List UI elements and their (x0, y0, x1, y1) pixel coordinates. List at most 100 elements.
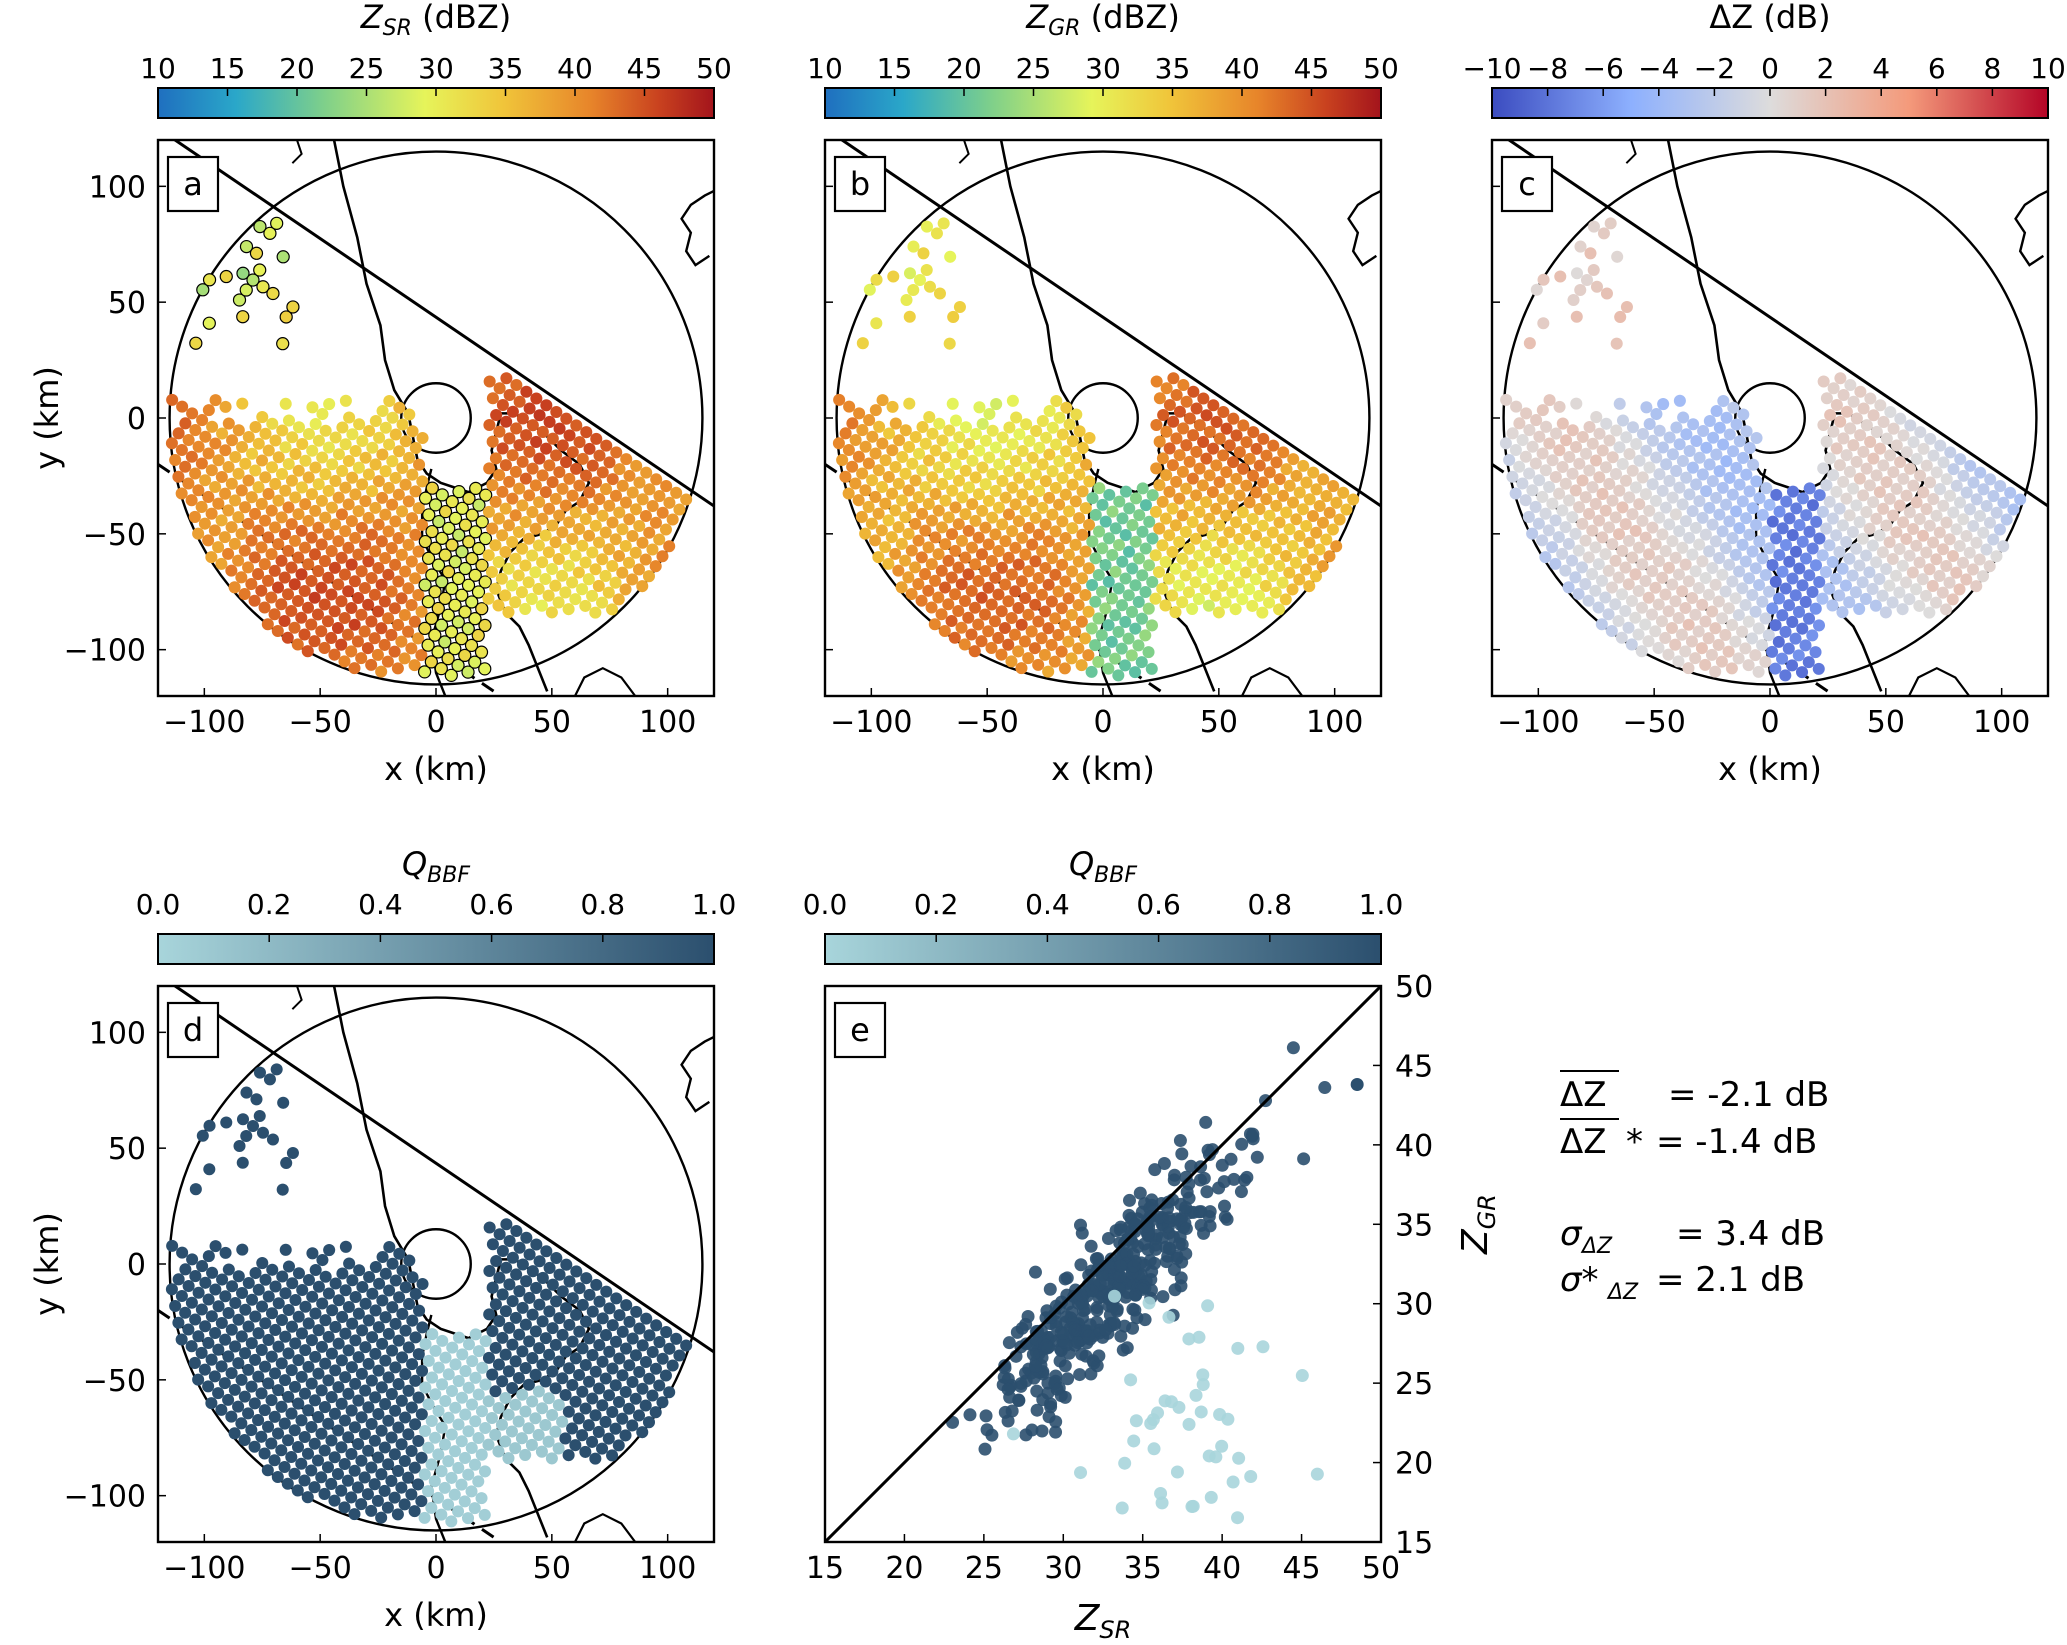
map-point (593, 536, 606, 549)
map-point (1639, 488, 1652, 501)
map-point (299, 1300, 312, 1313)
map-point (1082, 649, 1095, 662)
coastline-southeast (1241, 666, 1304, 696)
map-point (876, 437, 889, 450)
map-point (1237, 462, 1250, 475)
map-point (1153, 392, 1166, 405)
map-point (626, 1419, 639, 1432)
map-point (583, 442, 596, 455)
map-point (492, 1358, 505, 1371)
map-point (1666, 491, 1679, 504)
map-point (434, 661, 448, 676)
map-point (503, 1278, 516, 1291)
scatter-point (1001, 1414, 1015, 1428)
map-point (1062, 635, 1075, 648)
map-point (1877, 459, 1890, 472)
map-point (1779, 582, 1792, 595)
map-point (870, 273, 883, 286)
map-point (1247, 426, 1260, 439)
map-point (432, 1491, 445, 1504)
map-point (563, 1318, 576, 1331)
map-point (315, 1340, 328, 1353)
map-point (1783, 599, 1796, 612)
map-point (1016, 488, 1029, 501)
map-point (1602, 608, 1615, 621)
map-point (1950, 566, 1963, 579)
scatter-point (1310, 1467, 1324, 1481)
map-point (189, 467, 202, 480)
map-point (1746, 632, 1759, 645)
map-point (596, 466, 609, 479)
map-point (295, 481, 308, 494)
map-point (1066, 435, 1079, 448)
map-point (456, 1348, 469, 1361)
map-point (1532, 517, 1545, 530)
map-point (600, 1285, 613, 1298)
map-point (272, 1340, 285, 1353)
map-point (386, 1301, 399, 1314)
map-point (392, 488, 405, 501)
map-point (1038, 648, 1051, 661)
colorbar-tick-label: 0.8 (581, 888, 626, 921)
map-point (198, 517, 211, 530)
map-point (376, 491, 389, 504)
map-point (862, 500, 875, 513)
map-point (265, 461, 279, 474)
map-point (412, 545, 425, 558)
map-point (356, 1280, 369, 1294)
map-point (1820, 479, 1833, 492)
map-point (516, 1258, 529, 1271)
map-point (492, 512, 505, 525)
map-point (479, 1378, 492, 1391)
map-point (915, 594, 928, 607)
map-point (1826, 599, 1839, 612)
x-tick-label: 0 (426, 1551, 445, 1586)
map-point (278, 1374, 292, 1387)
scatter-point (1180, 1185, 1194, 1199)
map-point (336, 1310, 349, 1323)
map-point (355, 1411, 368, 1424)
map-point (1699, 572, 1712, 585)
map-point (1012, 601, 1025, 615)
map-point (1884, 449, 1897, 462)
scatter-point (1297, 1152, 1311, 1166)
map-point (606, 516, 619, 529)
map-point (1720, 455, 1733, 468)
map-point (312, 1411, 325, 1424)
map-point (1910, 583, 1923, 596)
map-point (1103, 488, 1116, 501)
map-point (1963, 503, 1977, 516)
map-point (1220, 466, 1233, 479)
map-point (1623, 447, 1636, 461)
scatter-point (1084, 1239, 1098, 1253)
y-tick-label: 40 (1395, 1129, 1433, 1164)
map-point (512, 569, 525, 582)
scatter-point (1151, 1406, 1165, 1420)
map-point (219, 1246, 232, 1259)
map-point (431, 601, 445, 616)
scatter-point (1053, 1354, 1067, 1368)
map-point (172, 1273, 185, 1286)
map-point (1139, 629, 1152, 642)
map-point (1636, 558, 1649, 571)
map-point (1914, 469, 1927, 482)
map-point (856, 337, 869, 350)
map-point (399, 1411, 412, 1424)
map-point (1146, 489, 1159, 502)
map-point (1729, 635, 1742, 648)
map-point (1230, 472, 1243, 485)
scatter-point (1179, 1170, 1193, 1184)
map-point (1069, 625, 1082, 638)
scatter-point (1196, 1368, 1210, 1382)
map-point (1809, 602, 1822, 615)
map-point (1954, 453, 1967, 466)
map-point (1266, 526, 1279, 539)
map-point (536, 556, 549, 569)
map-point (1150, 375, 1163, 388)
map-point (995, 605, 1008, 618)
map-point (1590, 280, 1603, 293)
map-point (1032, 615, 1045, 628)
swath-edge-line (1506, 140, 2048, 508)
